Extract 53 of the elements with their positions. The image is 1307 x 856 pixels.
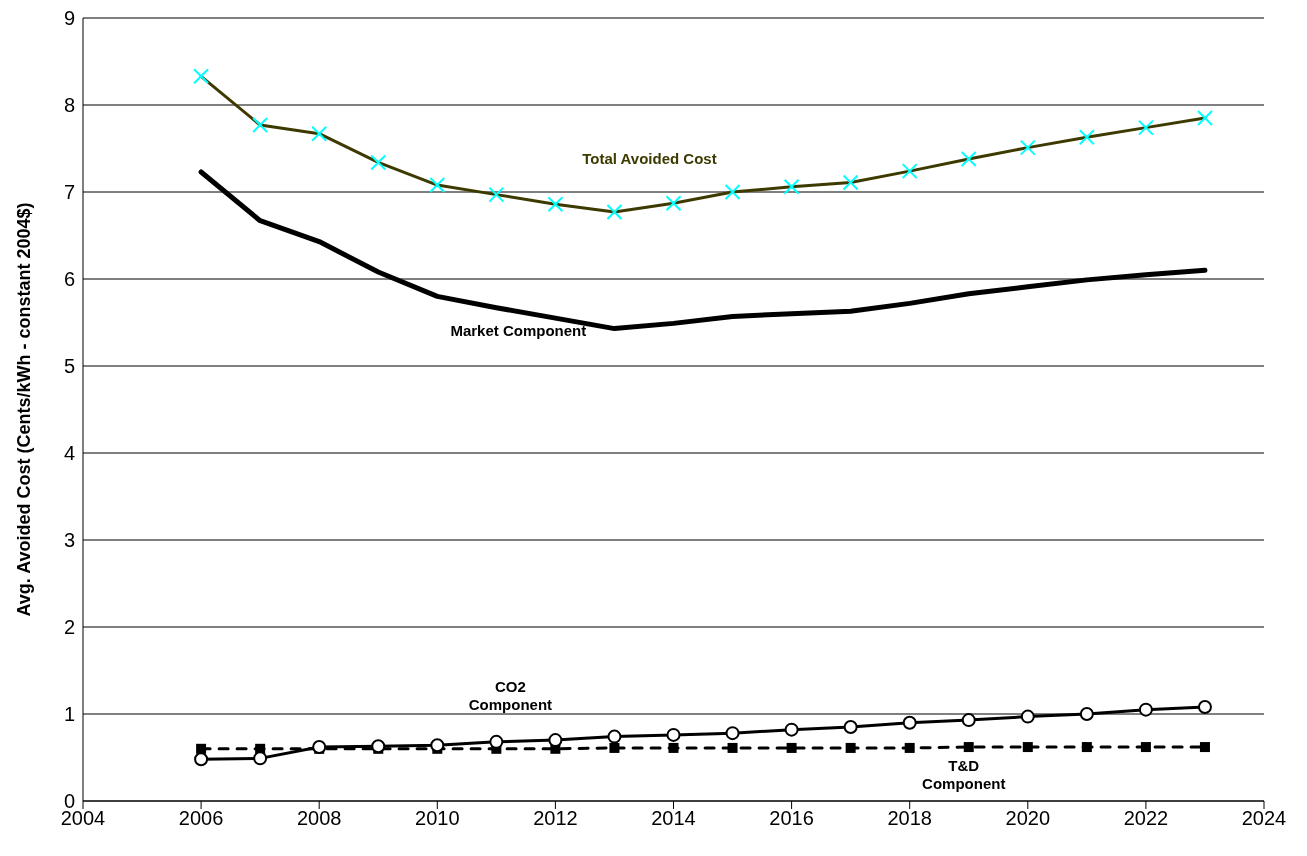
x-tick-label: 2024 [1241,807,1287,830]
x-tick-label: 2004 [60,807,106,830]
x-tick-label: 2008 [296,807,342,830]
y-tick-label: 1 [63,703,75,726]
point [1197,700,1212,715]
point [845,742,856,753]
point [430,738,445,753]
point [489,734,504,749]
point [1138,702,1153,717]
point [1022,742,1033,753]
point [843,720,858,735]
y-tick-label: 6 [63,268,75,291]
point [548,733,563,748]
x-tick-label: 2022 [1123,807,1169,830]
point [371,739,386,754]
y-tick-label: 3 [63,529,75,552]
series-label: CO2 Component [468,678,553,714]
point [609,742,620,753]
point [902,715,917,730]
x-tick-label: 2006 [178,807,224,830]
x-tick-label: 2018 [887,807,932,830]
point [963,742,974,753]
point [1081,742,1092,753]
x-tick-label: 2016 [769,807,814,830]
point [1199,742,1210,753]
point [904,742,915,753]
y-tick-label: 9 [63,7,75,30]
y-tick-label: 2 [63,616,75,639]
series-label: Market Component [450,321,587,339]
point [725,726,740,741]
point [786,742,797,753]
x-tick-label: 2020 [1005,807,1051,830]
point [1079,707,1094,721]
point [194,752,209,767]
series-label: T&D Component [922,757,1006,793]
point [668,742,679,753]
point [727,742,738,753]
y-tick-label: 5 [63,355,75,378]
x-tick-label: 2014 [651,807,696,830]
point [253,751,268,766]
x-tick-label: 2010 [415,807,460,830]
point [666,727,681,742]
series-label: Total Avoided Cost [582,150,717,168]
y-tick-label: 7 [63,181,75,204]
point [1020,709,1035,724]
y-tick-label: 8 [63,94,75,117]
y-tick-label: 4 [63,442,75,465]
x-tick-label: 2012 [533,807,578,830]
y-axis-title: Avg. Avoided Cost (Cents/kWh - constant 2004$) [14,202,35,617]
point [961,713,976,728]
point [784,722,799,737]
point [607,729,622,744]
point [1140,742,1151,753]
